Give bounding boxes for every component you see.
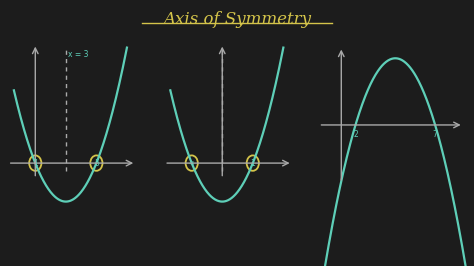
Text: Axis of Symmetry: Axis of Symmetry xyxy=(163,11,311,28)
Text: 5: 5 xyxy=(94,159,99,168)
Text: 7: 7 xyxy=(433,130,438,139)
Text: 2: 2 xyxy=(353,130,358,139)
Text: -3: -3 xyxy=(189,161,195,166)
Text: 1: 1 xyxy=(33,159,37,168)
Text: x = 3: x = 3 xyxy=(68,49,89,59)
Text: 1: 1 xyxy=(250,159,255,168)
